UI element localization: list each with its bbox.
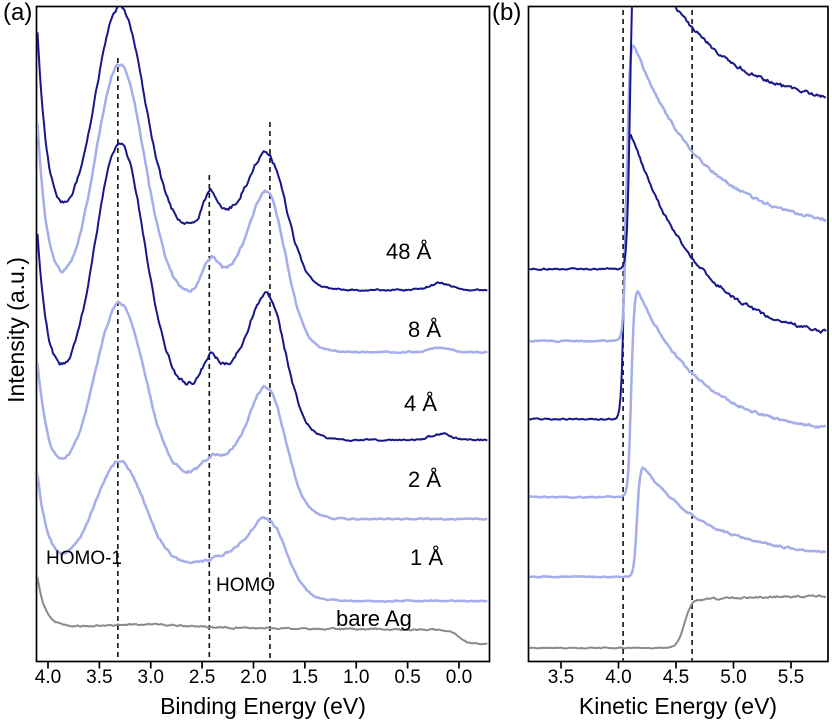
- spectrum-curve-a-8-Å: [37, 63, 488, 355]
- series-label-4-Å: 4 Å: [404, 391, 438, 416]
- x-tick-label: 3.5: [547, 667, 575, 688]
- x-tick-label: 5.5: [777, 667, 805, 688]
- spectrum-curve-b-8-Å: [529, 44, 827, 344]
- spectrum-curve-a-1-Å: [37, 459, 488, 604]
- panel-a-letter: (a): [3, 0, 33, 26]
- series-label-8-Å: 8 Å: [408, 317, 442, 342]
- series-label-bare-Ag: bare Ag: [336, 606, 412, 631]
- x-tick-label: 0.0: [445, 667, 473, 688]
- x-tick-label: 2.5: [188, 667, 216, 688]
- panel-b-letter: (b): [492, 0, 522, 26]
- x-tick-label: 0.5: [394, 667, 421, 688]
- homo-annotation: HOMO: [216, 575, 276, 596]
- spectrum-curve-a-2-Å: [37, 300, 488, 521]
- spectrum-curve-b-1-Å: [529, 466, 827, 579]
- spectrum-curve-a-4-Å: [37, 142, 488, 443]
- x-tick-label: 1.0: [343, 667, 370, 688]
- x-tick-label: 4.0: [34, 667, 62, 688]
- x-tick-label: 2.0: [240, 667, 267, 688]
- x-tick-label: 3.5: [86, 667, 113, 688]
- series-label-48-Å: 48 Å: [386, 239, 432, 264]
- series-label-2-Å: 2 Å: [408, 467, 442, 492]
- x-axis-label-binding-energy: Binding Energy (eV): [160, 693, 366, 719]
- spectrum-curve-b-4-Å: [529, 134, 827, 421]
- series-label-1-Å: 1 Å: [410, 545, 444, 570]
- spectrum-curve-b-2-Å: [529, 290, 827, 499]
- spectrum-curve-a-bare-Ag: [37, 576, 488, 646]
- spectrum-curve-b-bare-Ag: [529, 594, 827, 650]
- x-tick-label: 4.5: [662, 667, 690, 688]
- x-tick-label: 3.0: [137, 667, 164, 688]
- spectrum-curve-b-48-Å: [529, 7, 826, 271]
- x-axis-label-kinetic-energy: Kinetic Energy (eV): [578, 693, 778, 719]
- homo-1-annotation: HOMO-1: [46, 548, 122, 569]
- spectrum-curve-a-48-Å: [37, 7, 488, 292]
- x-tick-label: 5.0: [720, 667, 747, 688]
- x-tick-label: 4.0: [605, 667, 632, 688]
- y-axis-label: Intensity (a.u.): [2, 257, 29, 403]
- x-tick-label: 1.5: [291, 667, 319, 688]
